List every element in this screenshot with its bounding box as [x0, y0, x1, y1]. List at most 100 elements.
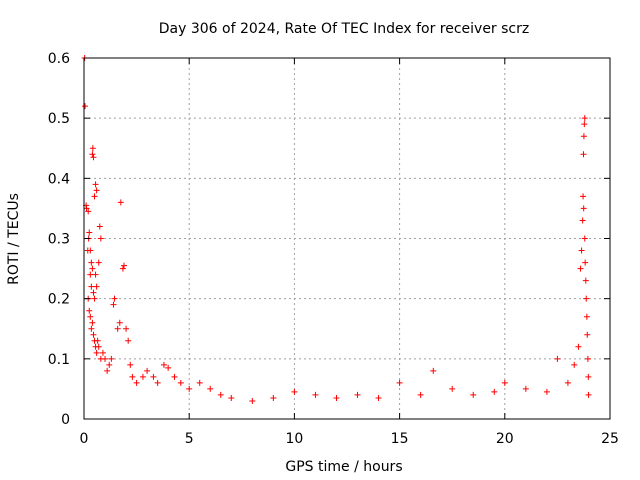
data-point	[86, 229, 93, 236]
data-point	[375, 394, 382, 401]
data-point	[114, 325, 121, 332]
data-points	[81, 55, 592, 404]
data-point	[93, 283, 100, 290]
data-point	[88, 283, 95, 290]
x-tick-label: 15	[391, 431, 409, 447]
data-point	[333, 394, 340, 401]
data-point	[104, 367, 111, 374]
data-point	[165, 364, 172, 371]
data-point	[133, 379, 140, 386]
data-point	[86, 307, 93, 314]
data-point	[82, 103, 89, 110]
data-point	[95, 343, 102, 350]
data-point	[125, 337, 132, 344]
data-point	[580, 151, 587, 158]
data-point	[95, 259, 102, 266]
data-point	[110, 301, 117, 308]
data-point	[575, 343, 582, 350]
data-point	[177, 379, 184, 386]
data-point	[228, 394, 235, 401]
data-point	[581, 235, 588, 242]
data-point	[501, 379, 508, 386]
data-point	[87, 313, 94, 320]
y-axis-label: ROTI / TECUs	[6, 193, 22, 285]
data-point	[93, 349, 100, 356]
y-tick-label: 0.2	[48, 292, 70, 308]
data-point	[571, 361, 578, 368]
data-point	[93, 187, 100, 194]
x-tick-label: 20	[496, 431, 514, 447]
data-point	[584, 331, 591, 338]
x-tick-label: 0	[80, 431, 89, 447]
y-tick-label: 0.4	[48, 171, 70, 187]
y-tick-label: 0	[61, 412, 70, 428]
data-point	[88, 325, 95, 332]
data-point	[249, 397, 256, 404]
data-point	[449, 385, 456, 392]
data-point	[186, 385, 193, 392]
data-point	[579, 217, 586, 224]
data-point	[522, 385, 529, 392]
data-point	[580, 133, 587, 140]
x-tick-label: 10	[285, 431, 303, 447]
data-point	[89, 145, 96, 152]
data-point	[127, 361, 134, 368]
data-point	[94, 337, 101, 344]
data-point	[97, 235, 104, 242]
data-point	[154, 379, 161, 386]
data-point	[150, 373, 157, 380]
data-point	[91, 295, 98, 302]
data-point	[580, 193, 587, 200]
chart-title: Day 306 of 2024, Rate Of TEC Index for r…	[159, 21, 529, 37]
data-point	[470, 391, 477, 398]
data-point	[119, 265, 126, 272]
data-point	[90, 331, 97, 338]
y-tick-label: 0.3	[48, 232, 70, 248]
data-point	[111, 295, 118, 302]
data-point	[396, 379, 403, 386]
data-point	[89, 151, 96, 158]
data-point	[144, 367, 151, 374]
data-point	[89, 319, 96, 326]
data-point	[583, 313, 590, 320]
y-tick-label: 0.6	[48, 51, 70, 67]
y-tick-label: 0.5	[48, 111, 70, 127]
data-point	[581, 115, 588, 122]
data-point	[160, 361, 167, 368]
y-tick-labels: 0 0.1 0.2 0.3 0.4 0.5 0.6	[48, 51, 70, 428]
data-point	[217, 391, 224, 398]
data-point	[102, 355, 109, 362]
data-point	[87, 247, 94, 254]
data-point	[270, 394, 277, 401]
data-point	[123, 325, 130, 332]
data-point	[585, 391, 592, 398]
data-point	[583, 295, 590, 302]
data-point	[91, 193, 98, 200]
data-point	[582, 259, 589, 266]
data-point	[96, 223, 103, 230]
data-point	[92, 271, 99, 278]
data-point	[554, 355, 561, 362]
data-point	[580, 205, 587, 212]
data-point	[354, 391, 361, 398]
data-point	[171, 373, 178, 380]
data-point	[106, 361, 113, 368]
grid-lines	[84, 58, 610, 419]
data-point	[92, 181, 99, 188]
data-point	[417, 391, 424, 398]
data-point	[312, 391, 319, 398]
data-point	[577, 265, 584, 272]
data-point	[564, 379, 571, 386]
data-point	[129, 373, 136, 380]
data-point	[207, 385, 214, 392]
data-point	[117, 199, 124, 206]
data-point	[585, 373, 592, 380]
data-point	[582, 277, 589, 284]
x-tick-label: 25	[601, 431, 619, 447]
y-tick-label: 0.1	[48, 352, 70, 368]
data-point	[120, 262, 127, 269]
data-point	[116, 319, 123, 326]
x-axis-label: GPS time / hours	[285, 459, 402, 475]
axis-ticks	[83, 57, 611, 420]
